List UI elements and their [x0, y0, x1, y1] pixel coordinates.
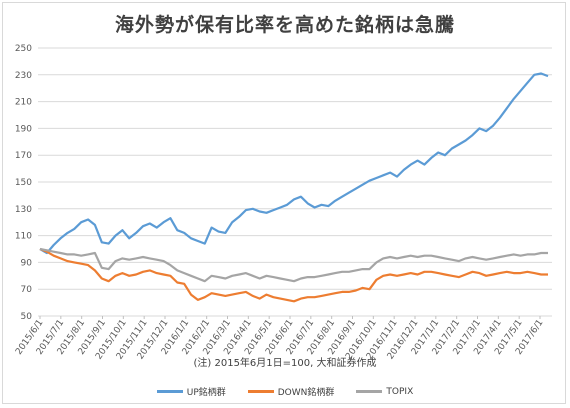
- series-line-1: [39, 247, 548, 303]
- y-tick-label-170: 170: [15, 151, 32, 161]
- y-tick-label-70: 70: [21, 285, 33, 295]
- legend-swatch-topix: [356, 390, 383, 393]
- y-tick-label-130: 130: [15, 205, 32, 215]
- series-line-0: [39, 72, 549, 255]
- legend-item-down: DOWN銘柄群: [247, 385, 335, 398]
- y-tick-label-250: 250: [15, 44, 32, 54]
- legend-item-up: UP銘柄群: [156, 385, 226, 398]
- chart-frame: [2, 2, 566, 404]
- legend-label-topix: TOPIX: [386, 386, 414, 397]
- y-tick-label-110: 110: [15, 232, 32, 242]
- y-tick-label-50: 50: [21, 312, 33, 322]
- series-line-2: [39, 247, 548, 283]
- y-tick-label-230: 230: [15, 71, 32, 81]
- legend-label-down: DOWN銘柄群: [277, 388, 335, 398]
- y-tick-label-90: 90: [21, 258, 33, 268]
- legend-item-topix: TOPIX: [356, 385, 413, 398]
- legend-swatch-down: [247, 390, 274, 393]
- legend: UP銘柄群 DOWN銘柄群 TOPIX: [0, 385, 570, 398]
- chart-note: (注) 2015年6月1日=100, 大和証券作成: [193, 358, 377, 369]
- chart-title: 海外勢が保有比率を高めた銘柄は急騰: [114, 14, 455, 36]
- y-tick-label-150: 150: [15, 178, 32, 188]
- legend-swatch-up: [156, 390, 183, 393]
- y-tick-label-190: 190: [15, 124, 32, 134]
- y-tick-label-210: 210: [15, 98, 32, 108]
- legend-label-up: UP銘柄群: [186, 388, 226, 398]
